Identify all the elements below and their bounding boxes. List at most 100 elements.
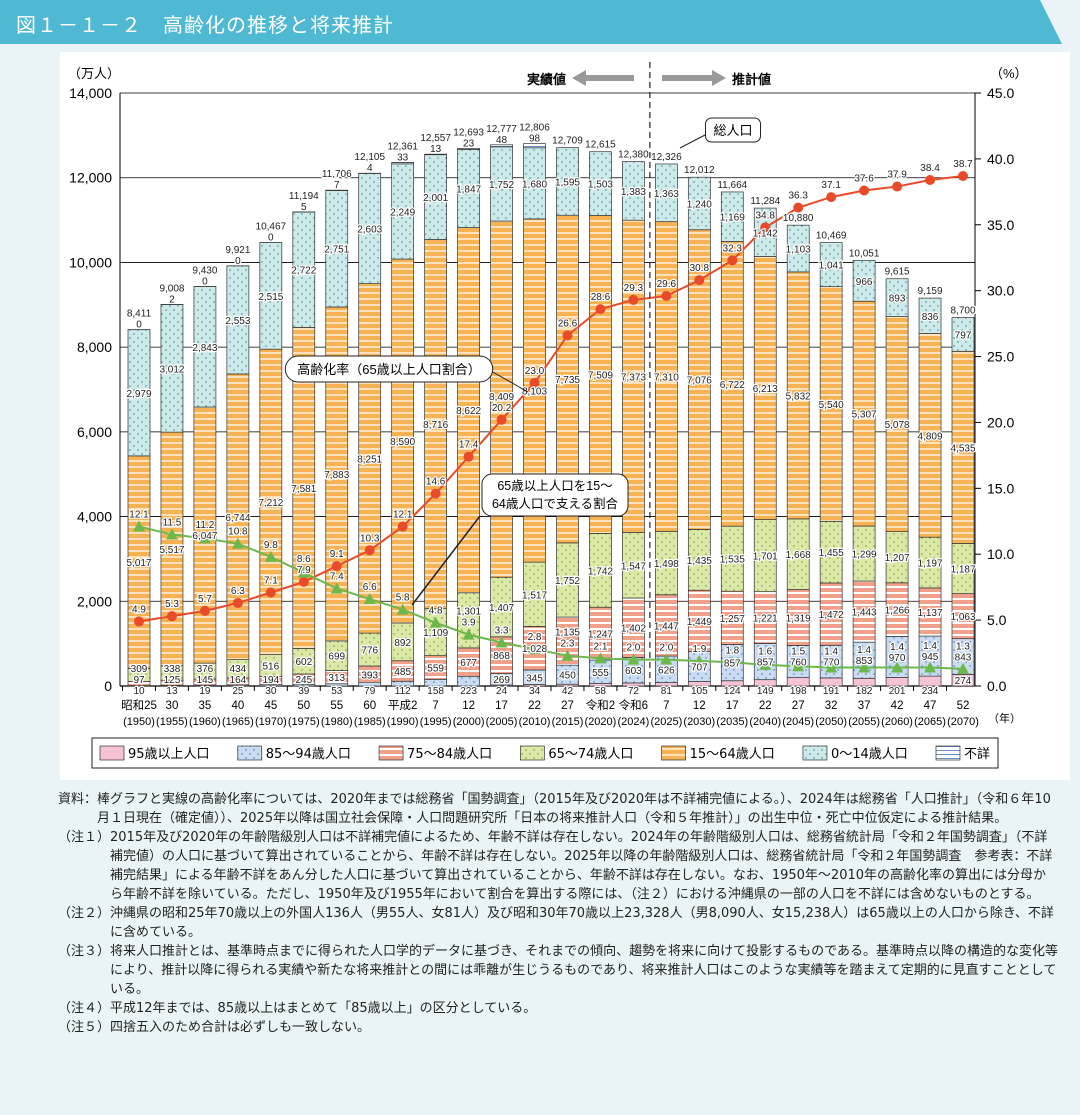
- total-label: 8,700: [950, 306, 975, 317]
- line-data-label: 4.9: [132, 604, 146, 615]
- arrow-right-icon: [662, 70, 726, 86]
- x-tick-era: 40: [231, 700, 244, 712]
- support-ratio-marker: [660, 653, 673, 665]
- data-label: 1,668: [786, 550, 811, 561]
- support-ratio-marker: [363, 593, 376, 605]
- unknown-label: 33: [397, 152, 409, 163]
- line-data-label: 1.4: [890, 642, 904, 653]
- x-tick-year: (2045): [782, 716, 814, 728]
- total-label: 12,615: [585, 140, 616, 151]
- line-data-label: 1.4: [857, 645, 871, 656]
- total-callout: 総人口: [713, 123, 752, 138]
- total-label: 12,693: [453, 127, 484, 138]
- line-data-label: 5.7: [198, 594, 212, 605]
- line-data-label: 20.2: [492, 403, 512, 414]
- y-right-tick-label: 25.0: [987, 349, 1014, 365]
- aging-rate-marker: [134, 616, 144, 627]
- x-tick-year: (1980): [321, 716, 353, 728]
- total-label: 12,326: [651, 152, 682, 163]
- legend-label: 95歳以上人口: [128, 747, 210, 762]
- line-data-label: 2.0: [659, 643, 673, 654]
- x-tick-year: (2070): [947, 716, 979, 728]
- data-label: 6,744: [225, 513, 250, 524]
- bar-segment: [885, 278, 909, 317]
- note-source: 資料： 棒グラフと実線の高齢化率については、2020年までは総務省「国勢調査」（2…: [58, 792, 1051, 826]
- total-label: 9,921: [225, 245, 250, 256]
- aging-rate-marker: [958, 171, 968, 182]
- data-label: 1,169: [720, 213, 745, 224]
- total-label: 9,615: [885, 267, 910, 278]
- unknown-label: 0: [268, 233, 274, 244]
- support-ratio-marker: [297, 566, 310, 578]
- aging-rate-marker: [595, 304, 606, 315]
- data-label: 1,137: [918, 608, 943, 619]
- legend-label: 65～74歳人口: [548, 747, 633, 762]
- data-label: 30: [265, 686, 277, 697]
- unknown-label: 98: [529, 134, 541, 145]
- bar-segment: [786, 677, 810, 687]
- line-data-label: 29.3: [624, 283, 644, 294]
- aging-rate-marker: [694, 275, 705, 286]
- y-tick-label: 14,000: [69, 85, 112, 101]
- support-ratio-marker: [462, 628, 475, 640]
- aging-rate-marker: [265, 587, 276, 598]
- support-ratio-marker: [264, 550, 277, 562]
- data-label: 5,832: [786, 391, 811, 402]
- data-label: 53: [331, 686, 343, 697]
- aging-rate-marker: [826, 192, 837, 203]
- data-label: 1,135: [555, 628, 580, 639]
- data-label: 72: [628, 686, 640, 697]
- aging-rate-marker: [727, 255, 738, 266]
- data-label: 338: [164, 664, 181, 675]
- y-right-tick-label: 5.0: [987, 612, 1007, 628]
- total-label: 12,557: [420, 133, 451, 144]
- x-tick-year: (1970): [255, 716, 287, 728]
- bar-segment: [523, 143, 546, 149]
- aging-rate-marker: [496, 414, 507, 425]
- total-label: 12,380: [618, 150, 649, 161]
- data-label: 164: [230, 675, 247, 686]
- total-label: 11,706: [322, 169, 352, 180]
- data-label: 1,142: [753, 228, 778, 239]
- x-tick-era: 昭和25: [121, 699, 157, 712]
- data-label: 1,547: [621, 561, 646, 572]
- data-label: 1,319: [786, 613, 811, 624]
- data-label: 7,373: [621, 372, 646, 383]
- data-label: 158: [427, 686, 444, 697]
- bar-segment: [720, 191, 744, 242]
- line-data-label: 1.5: [791, 647, 805, 658]
- x-tick-era: 32: [825, 700, 838, 712]
- data-label: 776: [361, 646, 378, 657]
- data-label: 58: [595, 686, 607, 697]
- unknown-label: 7: [334, 180, 340, 191]
- x-tick-year: (1960): [189, 716, 221, 728]
- data-label: 6,213: [753, 384, 778, 395]
- x-tick-year: (1985): [354, 716, 386, 728]
- data-label: 970: [889, 653, 906, 664]
- x-tick-era: 7: [432, 700, 438, 712]
- projected-label: 推計値: [732, 72, 771, 87]
- data-label: 945: [922, 652, 939, 663]
- x-tick-year: (1995): [420, 716, 452, 728]
- aging-rate-callout: 高齢化率（65歳以上人口割合）: [297, 362, 480, 377]
- x-tick-era: 35: [199, 700, 212, 712]
- bar-segment: [819, 677, 843, 687]
- line-data-label: 38.4: [920, 163, 940, 174]
- data-label: 892: [394, 638, 411, 649]
- line-data-label: 10.8: [228, 527, 248, 538]
- data-label: 1,503: [588, 180, 613, 191]
- bar-segment: [951, 317, 975, 352]
- x-tick-era: 27: [792, 700, 805, 712]
- data-label: 1,207: [885, 553, 910, 564]
- support-ratio-callout-box: [481, 473, 629, 517]
- unknown-label: 0: [136, 320, 142, 331]
- support-ratio-callout-pointer: [411, 515, 481, 606]
- data-label: 1,383: [621, 187, 646, 198]
- data-label: 966: [856, 277, 873, 288]
- total-label: 9,430: [192, 266, 217, 277]
- total-label: 11,284: [750, 196, 780, 207]
- unknown-label: 5: [301, 202, 307, 213]
- data-label: 1,063: [950, 612, 975, 623]
- data-label: 1,595: [555, 177, 580, 188]
- support-ratio-marker: [165, 528, 178, 540]
